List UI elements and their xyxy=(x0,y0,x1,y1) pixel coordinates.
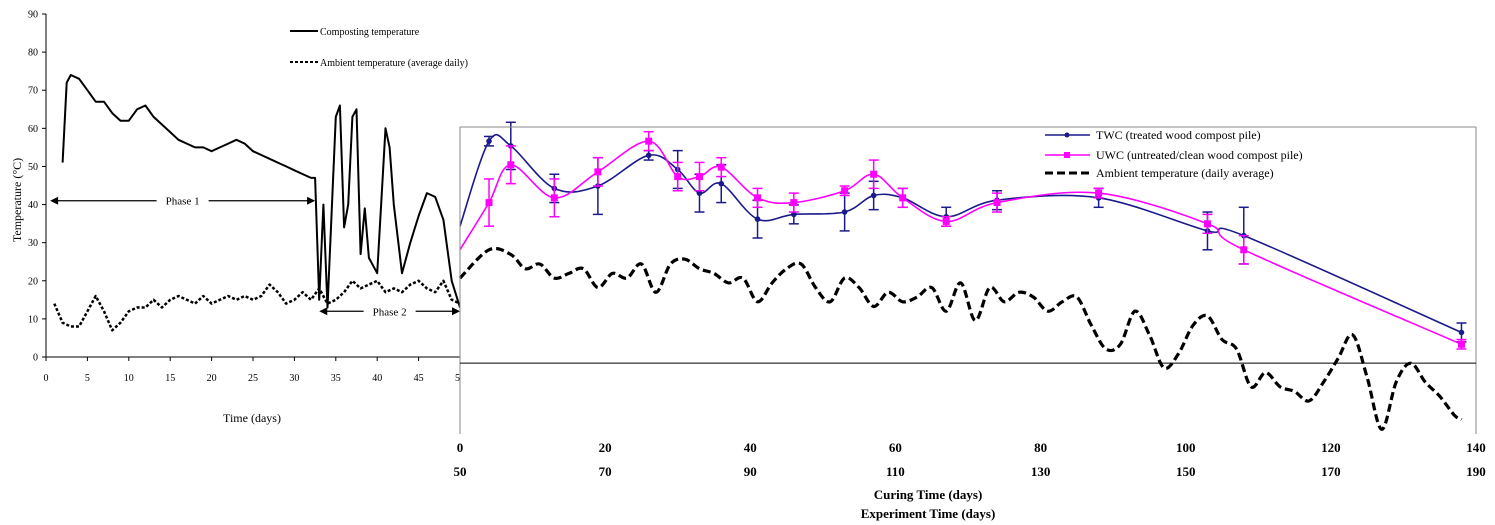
right-x-tick-label: 100 xyxy=(1176,440,1196,455)
legend-label-uwc: UWC (untreated/clean wood compost pile) xyxy=(1096,148,1303,162)
left-y-tick-label: 50 xyxy=(28,162,38,173)
left-x-tick-label: 5 xyxy=(85,373,90,384)
right-x-tick-label-secondary: 190 xyxy=(1466,464,1486,479)
legend-label-twc: TWC (treated wood compost pile) xyxy=(1096,128,1261,142)
data-point-twc xyxy=(841,209,848,215)
right-x-tick-label-secondary: 130 xyxy=(1031,464,1051,479)
data-point-uwc xyxy=(674,173,682,181)
data-point-uwc xyxy=(899,194,907,202)
series-line-ambient-temperature-left xyxy=(53,279,461,332)
right-x-tick-label: 140 xyxy=(1466,440,1486,455)
phase-label: Phase 2 xyxy=(373,306,407,318)
right-x-tick-label-secondary: 170 xyxy=(1321,464,1341,479)
data-point-twc xyxy=(696,190,703,196)
right-x-axis-title: Curing Time (days) xyxy=(874,487,983,502)
data-point-uwc xyxy=(790,199,798,207)
right-x-tick-label: 60 xyxy=(889,440,902,455)
left-y-tick-label: 40 xyxy=(28,200,38,211)
right-x-tick-label: 40 xyxy=(744,440,757,455)
right-x-tick-label-secondary: 90 xyxy=(744,464,757,479)
data-point-twc xyxy=(870,192,877,199)
data-point-uwc xyxy=(1240,246,1248,254)
phase-arrowhead-right xyxy=(452,307,460,316)
data-point-uwc xyxy=(695,173,703,181)
data-point-uwc xyxy=(1203,220,1211,228)
left-x-tick-label: 0 xyxy=(44,373,49,384)
phase-arrowhead-left xyxy=(50,196,59,205)
data-point-uwc xyxy=(754,194,762,202)
left-y-tick-label: 0 xyxy=(33,353,38,364)
phase-label: Phase 1 xyxy=(166,196,200,208)
left-x-tick-label: 40 xyxy=(372,373,382,384)
left-y-axis-title: Temperature (°C) xyxy=(10,158,24,242)
phase-arrowhead-right xyxy=(307,196,316,205)
data-point-uwc xyxy=(942,217,950,225)
right-x-tick-label-secondary: 150 xyxy=(1176,464,1196,479)
series-line-ambient-temperature-right xyxy=(458,246,1463,431)
left-y-tick-label: 20 xyxy=(28,276,38,287)
phase-annotation-1: Phase 1 xyxy=(50,196,316,208)
data-point-twc xyxy=(486,138,492,144)
left-x-axis-title: Time (days) xyxy=(223,411,281,425)
left-y-tick-label: 90 xyxy=(28,10,38,21)
left-x-tick-label: 25 xyxy=(248,373,258,384)
series-line-uwc xyxy=(459,140,1462,346)
left-y-tick-label: 70 xyxy=(28,86,38,97)
left-legend: Composting temperature Ambient temperatu… xyxy=(290,27,468,69)
left-x-tick-label: 10 xyxy=(124,373,134,384)
data-point-twc xyxy=(718,180,725,187)
left-x-tick-label: 35 xyxy=(331,373,341,384)
data-point-uwc xyxy=(594,168,602,176)
left-x-tick-label: 20 xyxy=(207,373,217,384)
right-axes: 0 20 40 60 80 100 120 140 50 70 90 110 130 150 170 190 xyxy=(454,126,1486,479)
legend-marker-uwc xyxy=(1064,152,1070,158)
data-point-uwc xyxy=(841,187,849,195)
left-y-tick-label: 10 xyxy=(28,314,38,325)
right-legend: TWC (treated wood compost pile) UWC (unt… xyxy=(1045,128,1303,180)
left-x-tick-label: 15 xyxy=(165,373,175,384)
data-point-uwc xyxy=(485,199,493,207)
right-x-tick-label-secondary: 70 xyxy=(599,464,612,479)
left-x-tick-label: 30 xyxy=(289,373,299,384)
right-plot-background xyxy=(460,127,1476,434)
data-point-twc xyxy=(1458,329,1465,336)
data-point-uwc xyxy=(717,163,725,171)
phase-arrowhead-left xyxy=(319,307,328,316)
data-point-twc xyxy=(645,152,652,159)
left-y-tick-label: 60 xyxy=(28,124,38,135)
legend-label-ambient-left: Ambient temperature (average daily) xyxy=(320,58,468,69)
data-point-twc xyxy=(791,211,797,218)
series-line-composting-temperature xyxy=(61,74,461,309)
data-point-uwc xyxy=(1095,189,1103,197)
right-x-tick-label: 20 xyxy=(599,440,612,455)
right-x-tick-label-secondary: 110 xyxy=(886,464,905,479)
left-chart: Phase 1 Phase 2 0 5 10 15 20 25 30 35 40 45 50 0 10 20… xyxy=(10,10,468,426)
right-x-tick-label: 80 xyxy=(1034,440,1047,455)
right-x-tick-label: 0 xyxy=(457,440,464,455)
left-y-tick-label: 80 xyxy=(28,48,38,59)
left-x-tick-label: 45 xyxy=(414,373,424,384)
data-point-twc xyxy=(754,216,761,222)
data-point-uwc xyxy=(645,137,653,145)
phase-annotation-2: Phase 2 xyxy=(319,306,460,318)
legend-label-composting: Composting temperature xyxy=(320,27,420,38)
data-point-uwc xyxy=(550,194,558,202)
series-line-twc xyxy=(459,133,1462,334)
right-plot-area xyxy=(458,121,1467,431)
data-point-uwc xyxy=(870,170,878,178)
right-x-axis-title-secondary: Experiment Time (days) xyxy=(861,506,996,521)
right-x-tick-label-secondary: 50 xyxy=(454,464,467,479)
legend-label-ambient-right: Ambient temperature (daily average) xyxy=(1096,166,1274,180)
legend-marker-twc xyxy=(1064,132,1070,138)
data-point-uwc xyxy=(1457,340,1465,348)
left-plot-area: Phase 1 Phase 2 xyxy=(50,74,461,332)
left-y-tick-label: 30 xyxy=(28,238,38,249)
right-x-tick-label: 120 xyxy=(1321,440,1341,455)
data-point-uwc xyxy=(993,199,1001,207)
data-point-uwc xyxy=(507,161,515,169)
